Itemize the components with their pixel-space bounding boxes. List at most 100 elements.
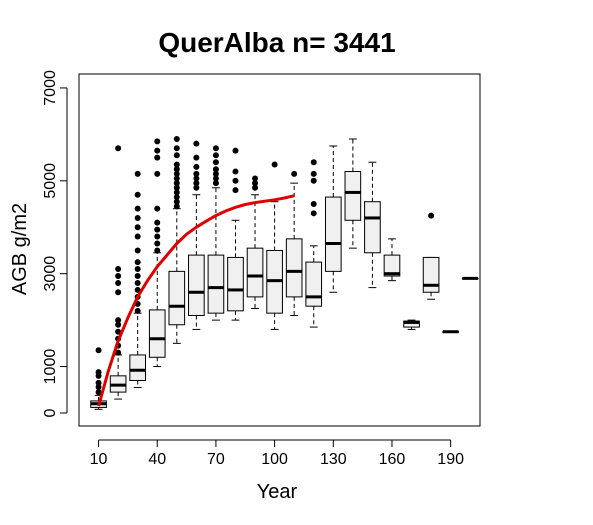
outlier-point (173, 145, 180, 152)
outlier-point (115, 266, 122, 273)
outlier-point (154, 240, 161, 247)
outlier-point (212, 166, 219, 173)
box-130 (324, 145, 342, 293)
outlier-point (115, 321, 122, 328)
outlier-point (95, 383, 102, 390)
x-tick-label-190: 190 (437, 451, 464, 468)
outlier-point (154, 170, 161, 177)
box-50 (168, 136, 186, 344)
box-210 (482, 344, 498, 345)
outlier-point (252, 180, 259, 187)
x-tick-label-130: 130 (320, 451, 347, 468)
outlier-point (134, 273, 141, 280)
outlier-point (115, 145, 122, 152)
outlier-point (134, 233, 141, 240)
outlier-point (252, 184, 259, 191)
outlier-point (154, 154, 161, 161)
y-tick-label-5000: 5000 (42, 163, 59, 199)
outlier-point (291, 170, 298, 177)
outlier-point (271, 161, 278, 168)
outlier-point (173, 203, 180, 210)
box-140 (344, 138, 362, 249)
box-iqr (383, 254, 401, 277)
box-10 (90, 347, 107, 410)
outlier-point (154, 247, 161, 254)
outlier-point (173, 136, 180, 143)
outlier-point (193, 170, 200, 177)
outlier-point (173, 198, 180, 205)
outlier-point (193, 154, 200, 161)
outlier-point (310, 177, 317, 184)
box-iqr (285, 238, 303, 298)
box-iqr (305, 261, 323, 307)
outlier-point (95, 379, 102, 386)
box-iqr (364, 201, 381, 254)
outlier-point (134, 170, 141, 177)
box-70 (207, 145, 225, 321)
box-120 (305, 159, 323, 328)
box-20 (109, 145, 127, 400)
outlier-point (115, 279, 122, 286)
x-tick-label-70: 70 (207, 451, 225, 468)
outlier-point (310, 201, 317, 208)
box-110 (285, 170, 303, 316)
y-tick-label-0: 0 (42, 408, 59, 417)
plot-area: 10 40 70 100 130 160 190 0 1000 3000 5000 7000 (42, 70, 498, 468)
outlier-point (212, 152, 219, 159)
y-tick-label-7000: 7000 (42, 70, 59, 106)
outlier-point (115, 273, 122, 280)
outlier-point (134, 266, 141, 273)
outlier-point (173, 166, 180, 173)
box-iqr (148, 309, 166, 358)
box-190 (442, 330, 459, 334)
box-100 (266, 161, 283, 330)
box-iqr (227, 256, 244, 312)
outlier-point (134, 205, 141, 212)
outlier-point (310, 170, 317, 177)
outlier-point (134, 191, 141, 198)
box-200 (461, 276, 479, 280)
box-180 (422, 212, 440, 300)
outlier-point (95, 369, 102, 376)
outlier-point (232, 147, 239, 154)
outlier-point (95, 347, 102, 354)
outlier-point (115, 328, 122, 335)
outlier-point (134, 214, 141, 221)
outlier-point (193, 140, 200, 147)
outlier-point (232, 187, 239, 194)
box-iqr (188, 254, 205, 316)
box-90 (246, 175, 264, 310)
outlier-point (115, 349, 122, 356)
outlier-point (115, 317, 122, 324)
outlier-point (193, 184, 200, 191)
fit-line (97, 194, 295, 407)
outlier-point (154, 138, 161, 145)
outlier-point (154, 226, 161, 233)
outlier-point (134, 224, 141, 231)
box-iqr (207, 254, 225, 314)
outlier-point (193, 180, 200, 187)
outlier-point (154, 205, 161, 212)
box-iqr (422, 256, 440, 293)
outlier-point (134, 286, 141, 293)
outlier-point (212, 145, 219, 152)
box-160 (383, 238, 401, 282)
box-iqr (246, 247, 264, 298)
y-tick-label-3000: 3000 (42, 256, 59, 292)
outlier-point (193, 175, 200, 182)
x-axis-label: Year (257, 481, 298, 503)
outlier-point (173, 194, 180, 201)
x-tick-label-100: 100 (261, 451, 288, 468)
box-170 (403, 319, 420, 330)
outlier-point (134, 247, 141, 254)
box-iqr (344, 171, 362, 221)
outlier-point (173, 184, 180, 191)
outlier-point (173, 152, 180, 159)
x-tick-label-40: 40 (148, 451, 166, 468)
box-60 (188, 140, 205, 330)
outlier-point (134, 259, 141, 266)
outlier-point (310, 159, 317, 166)
outlier-point (154, 147, 161, 154)
